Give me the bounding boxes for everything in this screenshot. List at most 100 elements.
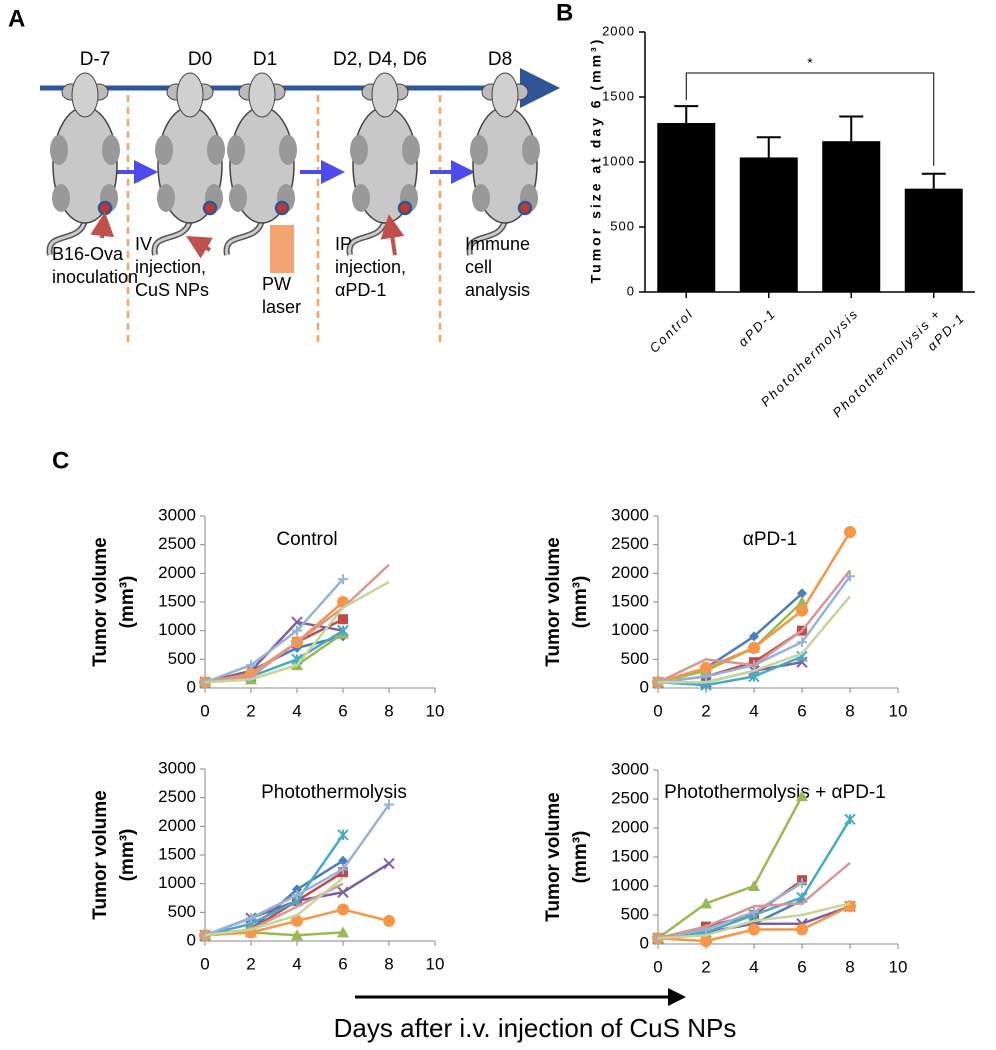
point (844, 813, 856, 826)
chart-title: Control (276, 529, 337, 550)
point (797, 637, 807, 648)
y-tick-label: 1500 (611, 591, 649, 610)
y-tick-label: 500 (610, 218, 635, 233)
y-tick-label: 3000 (158, 505, 196, 524)
x-tick-label: Control (647, 306, 697, 356)
error-bar (674, 105, 699, 123)
y-tick-label: 1000 (158, 620, 196, 639)
x-tick-label: 8 (845, 701, 854, 720)
step-caption: injection, (135, 257, 206, 277)
bar (822, 141, 881, 292)
point (337, 926, 349, 938)
y-tick-label: 1500 (602, 88, 635, 103)
mouse-leg (155, 135, 173, 165)
step-caption: analysis (465, 280, 530, 300)
mouse-head (491, 72, 519, 118)
y-tick-label: 500 (621, 904, 649, 923)
y-axis-label: Tumor volume (543, 792, 564, 922)
y-axis-label: (mm³) (570, 576, 591, 629)
mouse-tail (48, 219, 87, 256)
point (844, 526, 856, 539)
panel-label: C (52, 447, 69, 474)
mouse (466, 72, 540, 256)
x-tick-label: 2 (701, 957, 710, 976)
bar (657, 123, 716, 292)
mouse-head (371, 72, 399, 118)
y-tick-label: 500 (168, 649, 196, 668)
x-tick-label: 6 (797, 957, 806, 976)
x-tick-label: αPD-1 (735, 306, 779, 350)
x-tick-label: 10 (889, 957, 908, 976)
step-caption: Immune (465, 234, 530, 254)
error-bar (921, 172, 946, 189)
point (383, 914, 395, 927)
point (337, 624, 349, 637)
mouse-leg (470, 135, 488, 165)
series-line (657, 882, 803, 940)
mouse-leg (52, 184, 70, 212)
point (700, 897, 712, 909)
y-tick-label: 1500 (158, 844, 196, 863)
mouse-leg (279, 135, 297, 165)
significance-bracket (685, 72, 935, 166)
chart-title: Photothermolysis (261, 782, 407, 803)
series-line (204, 859, 344, 937)
step-caption: inoculation (52, 267, 138, 287)
series-line (204, 580, 390, 684)
mouse-tail (348, 219, 387, 256)
step-caption: IP (335, 234, 352, 254)
point (338, 574, 348, 585)
point (700, 661, 712, 674)
y-axis-label: (mm³) (117, 829, 138, 882)
y-tick-label: 1000 (158, 873, 196, 892)
y-tick-label: 2500 (158, 534, 196, 553)
y-tick-label: 3000 (611, 505, 649, 524)
day-label: D-7 (80, 49, 111, 70)
y-tick-label: 2500 (158, 787, 196, 806)
series-line (204, 578, 344, 684)
series-line (657, 795, 804, 940)
y-tick-label: 2000 (611, 817, 649, 836)
point (797, 878, 807, 889)
point (383, 857, 395, 870)
tumor (202, 200, 218, 216)
y-tick-label: 2000 (602, 23, 635, 38)
y-axis-label: Tumor volume (543, 537, 564, 667)
chart-title: Photothermolysis + αPD-1 (664, 782, 886, 803)
red-arrow (90, 212, 115, 239)
point (291, 914, 303, 927)
x-tick-label: 8 (384, 954, 393, 973)
mouse-leg (402, 135, 420, 165)
day-label: D2, D4, D6 (333, 49, 427, 70)
x-tick-label: 2 (701, 701, 710, 720)
x-tick-label: 10 (426, 701, 445, 720)
point (700, 935, 712, 948)
x-tick-label: 0 (653, 701, 662, 720)
point (384, 799, 394, 810)
y-tick-label: 0 (627, 283, 635, 298)
mouse-tail (468, 219, 507, 256)
mouse-leg (352, 184, 370, 212)
y-tick-label: 2000 (611, 563, 649, 582)
mouse-leg (350, 135, 368, 165)
y-tick-label: 500 (168, 902, 196, 921)
y-tick-label: 1000 (602, 153, 635, 168)
point (796, 923, 808, 936)
x-tick-label: 6 (797, 701, 806, 720)
x-tick-label: 2 (246, 954, 255, 973)
point (246, 660, 256, 671)
y-axis-label: Tumor volume (90, 537, 111, 667)
point (748, 670, 760, 683)
series-line (657, 902, 851, 940)
mouse-leg (207, 135, 225, 165)
point (797, 588, 807, 599)
y-tick-label: 0 (187, 677, 196, 696)
mouse-leg (50, 135, 68, 165)
x-caption: Days after i.v. injection of CuS NPs (334, 1013, 737, 1043)
x-tick-label: 0 (653, 957, 662, 976)
point (748, 880, 760, 891)
significance-mark: * (807, 55, 813, 71)
series-line (204, 563, 390, 684)
y-tick-label: 0 (187, 930, 196, 949)
mouse-tail (225, 219, 264, 256)
